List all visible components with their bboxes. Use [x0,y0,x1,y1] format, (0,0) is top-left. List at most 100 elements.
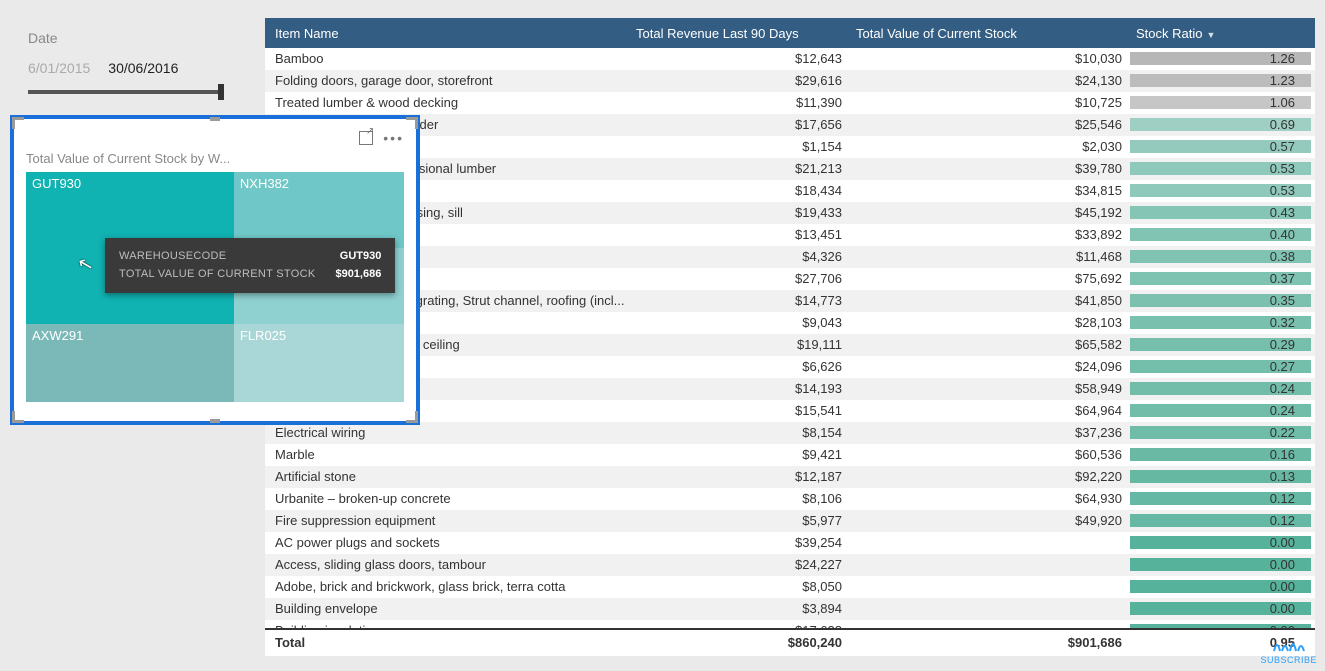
table-row[interactable]: g, Panelling$27,706$75,6920.37 [265,268,1315,290]
slicer-label: Date [28,30,228,46]
ratio-value: 0.24 [1270,381,1295,396]
cell-stock-ratio: 1.23 [1130,73,1315,88]
table-row[interactable]: Building envelope$3,8940.00 [265,598,1315,620]
cell-item-name: Folding doors, garage door, storefront [265,73,630,88]
table-row[interactable]: Electrical wiring$8,154$37,2360.22 [265,422,1315,444]
ratio-value: 0.37 [1270,271,1295,286]
ratio-value: 0.43 [1270,205,1295,220]
tooltip-value: GUT930 [340,248,382,266]
cell-stock-ratio: 1.06 [1130,95,1315,110]
cell-stock-ratio: 0.32 [1130,315,1315,330]
table-row[interactable]: Specialties$6,626$24,0960.27 [265,356,1315,378]
focus-mode-icon[interactable] [359,131,373,145]
cell-item-name: Building envelope [265,601,630,616]
ratio-value: 0.29 [1270,337,1295,352]
table-row[interactable]: Engineered wood, dimensional lumber$21,2… [265,158,1315,180]
ratio-value: 0.12 [1270,513,1295,528]
ratio-value: 0.40 [1270,227,1295,242]
treemap-cell[interactable]: FLR025 [234,324,404,402]
tooltip-value: $901,686 [335,266,381,284]
table-row[interactable]: Stairway, ladder, railing, grating, Stru… [265,290,1315,312]
subscribe-badge[interactable]: SUBSCRIBE [1260,635,1317,665]
table-row[interactable]: Marble$9,421$60,5360.16 [265,444,1315,466]
table-header: Item Name Total Revenue Last 90 Days Tot… [265,18,1315,48]
table-row[interactable]: AC power plugs and sockets$39,2540.00 [265,532,1315,554]
table-row[interactable]: Folding doors, garage door, storefront$2… [265,70,1315,92]
table-row[interactable]: Chair rail, baseboard, casing, sill$19,4… [265,202,1315,224]
table-row[interactable]: Building insulation$17,6380.00 [265,620,1315,628]
ratio-value: 0.53 [1270,161,1295,176]
col-header-revenue[interactable]: Total Revenue Last 90 Days [630,26,850,41]
table-row[interactable]: Artificial stone$12,187$92,2200.13 [265,466,1315,488]
col-header-stock-ratio[interactable]: Stock Ratio▼ [1130,26,1315,41]
table-row[interactable]: Plaster & gypsum board$9,043$28,1030.32 [265,312,1315,334]
table-row[interactable]: Access, sliding glass doors, tambour$24,… [265,554,1315,576]
table-row[interactable]: Circuit breaker$18,434$34,8150.53 [265,180,1315,202]
table-row[interactable]: Urbanite – broken-up concrete$8,106$64,9… [265,488,1315,510]
cell-item-name: Treated lumber & wood decking [265,95,630,110]
cell-item-name: Fire suppression equipment [265,513,630,528]
selection-handle[interactable] [210,419,220,423]
table-row[interactable]: Elevator$14,193$58,9490.24 [265,378,1315,400]
ratio-value: 0.13 [1270,469,1295,484]
ratio-value: 0.00 [1270,535,1295,550]
table-row[interactable]: Adobe, brick and brickwork, glass brick,… [265,576,1315,598]
ratio-value: 0.22 [1270,425,1295,440]
treemap-cell[interactable]: AXW291 [26,324,234,402]
cell-stock-ratio: 0.29 [1130,337,1315,352]
tooltip: WAREHOUSECODEGUT930 TOTAL VALUE OF CURRE… [105,238,395,293]
tooltip-key: WAREHOUSECODE [119,248,226,266]
date-slider-track[interactable] [28,90,218,94]
ratio-value: 0.57 [1270,139,1295,154]
selection-handle[interactable] [12,117,24,129]
table-row[interactable]: Decorative metal$1,154$2,0300.57 [265,136,1315,158]
total-label: Total [265,635,630,650]
cell-item-name: Urbanite – broken-up concrete [265,491,630,506]
cell-stock-ratio: 0.35 [1130,293,1315,308]
sort-desc-icon: ▼ [1206,30,1215,40]
table-row[interactable]: Fire suppression equipment$5,977$49,9200… [265,510,1315,532]
cell-stock-ratio: 0.38 [1130,249,1315,264]
ratio-value: 0.53 [1270,183,1295,198]
table-row[interactable]: Treated lumber & wood decking$11,390$10,… [265,92,1315,114]
cell-item-name: Adobe, brick and brickwork, glass brick,… [265,579,630,594]
table-row[interactable]: Curtainwall, skylight, bor der$17,656$25… [265,114,1315,136]
ratio-value: 0.35 [1270,293,1295,308]
ratio-value: 0.24 [1270,403,1295,418]
table-row[interactable]: Stucco$13,451$33,8920.40 [265,224,1315,246]
selection-handle[interactable] [406,117,418,129]
ratio-value: 1.06 [1270,95,1295,110]
treemap-cell[interactable]: NXH382 [234,172,404,248]
ratio-value: 0.00 [1270,601,1295,616]
table-row[interactable]: Bamboo$12,643$10,0301.26 [265,48,1315,70]
table-row[interactable]: $4,326$11,4680.38 [265,246,1315,268]
date-from[interactable]: 6/01/2015 [28,60,90,76]
cell-stock-ratio: 0.12 [1130,513,1315,528]
items-table[interactable]: Item Name Total Revenue Last 90 Days Tot… [265,18,1315,656]
ratio-value: 0.00 [1270,623,1295,628]
table-row[interactable]: $15,541$64,9640.24 [265,400,1315,422]
cell-stock-ratio: 0.24 [1130,381,1315,396]
date-slider-handle[interactable] [218,84,224,100]
cell-item-name: Artificial stone [265,469,630,484]
cell-item-name: Building insulation [265,623,630,628]
col-header-item-name[interactable]: Item Name [265,26,630,41]
date-slicer[interactable]: Date 6/01/2015 30/06/2016 [28,30,228,94]
cell-stock-ratio: 0.00 [1130,623,1315,628]
col-header-stock-value[interactable]: Total Value of Current Stock [850,26,1130,41]
date-to[interactable]: 30/06/2016 [108,60,178,76]
table-total-row: Total $860,240 $901,686 0.95 [265,628,1315,654]
ratio-value: 1.23 [1270,73,1295,88]
ratio-value: 0.69 [1270,117,1295,132]
ratio-value: 0.00 [1270,557,1295,572]
cell-stock-ratio: 0.43 [1130,205,1315,220]
more-options-icon[interactable]: ••• [383,130,404,146]
cell-stock-ratio: 0.00 [1130,535,1315,550]
cell-stock-ratio: 0.00 [1130,601,1315,616]
selection-handle[interactable] [12,411,24,423]
table-row[interactable]: Dropped ceiling, coffered ceiling$19,111… [265,334,1315,356]
selection-handle[interactable] [406,411,418,423]
ratio-value: 0.12 [1270,491,1295,506]
ratio-value: 0.00 [1270,579,1295,594]
selection-handle[interactable] [210,117,220,121]
